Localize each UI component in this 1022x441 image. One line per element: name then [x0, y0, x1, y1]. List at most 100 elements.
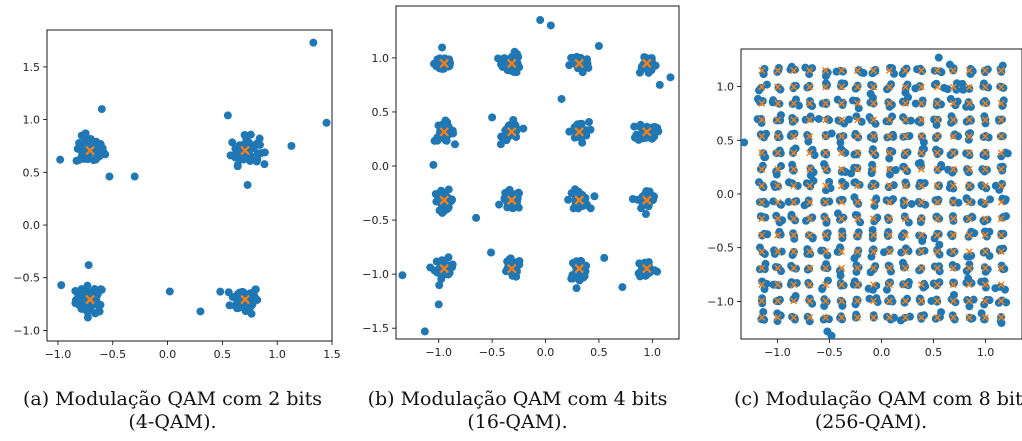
center-marker: [574, 195, 585, 205]
center-marker: [838, 264, 846, 272]
symbol-point: [775, 230, 784, 239]
center-marker: [790, 297, 798, 305]
center-marker: [997, 314, 1005, 322]
center-marker: [917, 149, 925, 157]
center-marker: [758, 132, 766, 140]
symbol-point: [786, 280, 795, 289]
symbol-point: [572, 284, 581, 293]
center-marker: [885, 248, 893, 256]
outlier-point: [165, 287, 174, 296]
center-marker: [774, 66, 782, 74]
caption-c-line1: (c) Modulação QAM com 8 bits: [734, 388, 1022, 410]
scatter-panel-1: −1.0 −0.5 0.0 0.5 1.0 1.5 −1.0 −0.5 0.0 0.5 1.0 1.5: [13, 29, 341, 361]
symbol-point: [852, 310, 861, 319]
symbol-point: [791, 291, 800, 300]
center-marker: [870, 66, 878, 74]
y-tick-label: 1.5: [23, 61, 41, 74]
center-marker: [917, 314, 925, 322]
symbol-point: [865, 294, 874, 303]
x-tick-label: 0.5: [925, 346, 943, 359]
center-marker: [506, 195, 517, 205]
center-marker: [774, 182, 782, 190]
symbol-point: [949, 278, 958, 287]
center-marker: [901, 264, 909, 272]
outlier-point: [823, 327, 832, 336]
y-tick-label: −1.0: [362, 268, 389, 281]
center-marker: [838, 231, 846, 239]
center-marker: [642, 127, 652, 137]
center-marker: [806, 116, 814, 124]
symbol-point: [903, 132, 912, 141]
outlier-point: [97, 105, 106, 114]
symbol-point: [496, 140, 505, 149]
y-tick-label: −1.0: [13, 324, 40, 337]
symbol-point: [438, 43, 447, 52]
symbol-point: [915, 182, 924, 191]
x-tick-label: −1.0: [45, 348, 72, 361]
symbol-point: [430, 59, 439, 68]
center-marker: [997, 264, 1005, 272]
center-marker: [790, 99, 798, 107]
symbol-point: [916, 312, 925, 321]
center-marker: [981, 83, 989, 91]
symbol-point: [583, 59, 592, 68]
outlier-point: [618, 283, 627, 292]
symbol-point: [590, 192, 599, 201]
center-marker: [870, 264, 878, 272]
symbol-point: [965, 302, 974, 311]
center-marker: [838, 132, 846, 140]
outlier-point: [243, 180, 252, 189]
outlier-point: [130, 172, 139, 181]
y-tick-label: 0.5: [372, 106, 390, 119]
center-marker: [854, 99, 862, 107]
center-marker: [885, 182, 893, 190]
center-marker: [981, 182, 989, 190]
symbol-point: [901, 98, 910, 107]
symbol-point: [637, 204, 646, 213]
center-marker: [774, 281, 782, 289]
center-marker: [965, 66, 973, 74]
center-marker: [933, 149, 941, 157]
symbol-point: [645, 187, 654, 196]
center-marker: [965, 149, 973, 157]
center-marker: [981, 264, 989, 272]
center-marker: [774, 198, 782, 206]
center-marker: [822, 314, 830, 322]
symbol-point: [1001, 148, 1010, 157]
center-marker: [758, 99, 766, 107]
symbol-point: [847, 169, 856, 178]
symbol-point: [962, 214, 971, 223]
caption-b-line2: (16-QAM).: [467, 411, 568, 433]
symbol-point: [951, 263, 960, 272]
symbol-point: [75, 139, 84, 148]
center-marker: [838, 165, 846, 173]
center-marker: [774, 99, 782, 107]
outlier-point: [934, 53, 943, 62]
center-marker: [997, 248, 1005, 256]
x-tick-label: 0.0: [537, 346, 555, 359]
center-marker: [854, 116, 862, 124]
center-marker: [949, 215, 957, 223]
outlier-point: [655, 80, 664, 89]
symbol-point: [950, 290, 959, 299]
center-marker: [758, 264, 766, 272]
center-marker: [822, 149, 830, 157]
symbol-point: [946, 95, 955, 104]
x-tick-label: 1.5: [323, 348, 341, 361]
center-marker: [774, 231, 782, 239]
outlier-point: [95, 307, 104, 316]
symbol-point: [450, 140, 459, 149]
center-marker: [885, 149, 893, 157]
y-tick-label: −0.5: [362, 214, 389, 227]
center-marker: [806, 264, 814, 272]
symbol-point: [495, 200, 504, 209]
center-marker: [806, 314, 814, 322]
center-marker: [85, 294, 95, 305]
center-marker: [806, 132, 814, 140]
center-marker: [774, 314, 782, 322]
symbol-point: [991, 284, 1000, 293]
center-marker: [806, 66, 814, 74]
center-marker: [870, 297, 878, 305]
symbol-point: [869, 131, 878, 140]
center-marker: [917, 132, 925, 140]
